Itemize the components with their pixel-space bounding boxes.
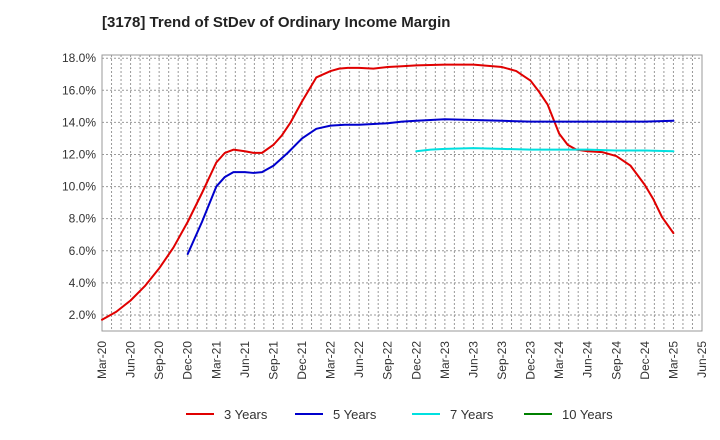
x-tick-label: Sep-24 xyxy=(609,341,623,380)
legend-label: 5 Years xyxy=(333,407,377,422)
x-tick-label: Mar-25 xyxy=(666,341,680,379)
x-tick-label: Sep-23 xyxy=(495,341,509,380)
y-tick-label: 2.0% xyxy=(69,308,97,322)
x-tick-label: Jun-22 xyxy=(352,341,366,378)
x-tick-label: Dec-24 xyxy=(638,341,652,380)
y-tick-label: 16.0% xyxy=(62,83,96,97)
x-tick-label: Dec-20 xyxy=(181,341,195,380)
y-tick-label: 10.0% xyxy=(62,180,96,194)
x-tick-label: Sep-20 xyxy=(152,341,166,380)
x-tick-label: Mar-22 xyxy=(324,341,338,379)
legend-label: 3 Years xyxy=(224,407,268,422)
y-tick-label: 12.0% xyxy=(62,147,96,161)
x-tick-label: Jun-20 xyxy=(124,341,138,378)
legend-label: 7 Years xyxy=(450,407,494,422)
x-tick-label: Mar-24 xyxy=(552,341,566,379)
x-tick-label: Dec-21 xyxy=(295,341,309,380)
x-tick-label: Jun-23 xyxy=(466,341,480,378)
x-tick-label: Mar-21 xyxy=(209,341,223,379)
x-tick-label: Mar-20 xyxy=(95,341,109,379)
y-tick-label: 18.0% xyxy=(62,51,96,65)
grid xyxy=(101,55,703,331)
y-tick-label: 14.0% xyxy=(62,115,96,129)
chart-title: [3178] Trend of StDev of Ordinary Income… xyxy=(102,14,451,31)
x-tick-label: Sep-21 xyxy=(266,341,280,380)
x-tick-label: Sep-22 xyxy=(381,341,395,380)
y-tick-label: 6.0% xyxy=(69,244,97,258)
y-tick-label: 4.0% xyxy=(69,276,97,290)
y-tick-label: 8.0% xyxy=(69,212,97,226)
x-tick-label: Dec-23 xyxy=(524,341,538,380)
x-tick-label: Jun-24 xyxy=(581,341,595,378)
plot-frame xyxy=(101,54,703,332)
x-tick-label: Jun-25 xyxy=(695,341,709,378)
x-tick-label: Jun-21 xyxy=(238,341,252,378)
x-axis-ticks: Mar-20 Jun-20 Sep-20 Dec-20 Mar-21 Jun-21 Sep-… xyxy=(95,341,709,380)
legend-label: 10 Years xyxy=(562,407,613,422)
series-line-3-years xyxy=(101,63,675,321)
series-line-7-years xyxy=(415,147,675,153)
y-axis-ticks: 2.0% 4.0% 6.0% 8.0% 10.0% 12.0% 14.0% 16.0% 18.0… xyxy=(62,51,96,322)
legend: 3 Years 5 Years 7 Years 10 Years xyxy=(186,407,613,422)
series-line-5-years xyxy=(186,118,675,255)
series-lines xyxy=(101,63,675,321)
x-tick-label: Mar-23 xyxy=(438,341,452,379)
x-tick-label: Dec-22 xyxy=(409,341,423,380)
